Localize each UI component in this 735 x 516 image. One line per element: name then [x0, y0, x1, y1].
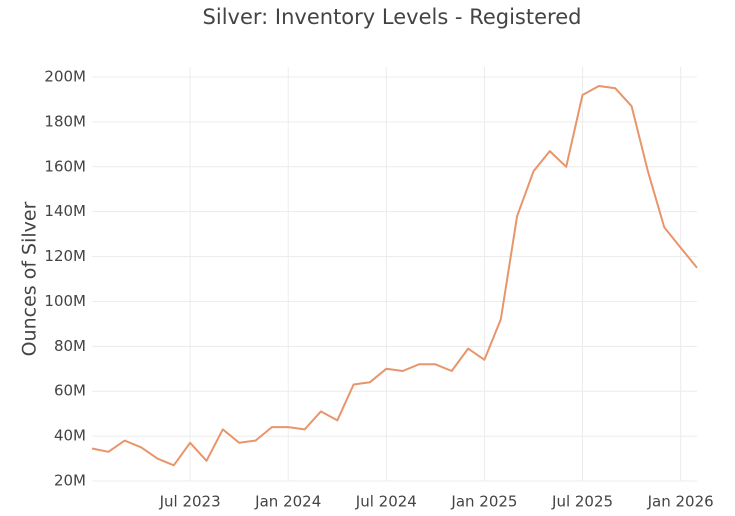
x-tick-label: Jul 2023 — [159, 493, 221, 511]
x-tick-label: Jul 2024 — [355, 493, 417, 511]
x-tick-label: Jan 2026 — [647, 493, 714, 511]
y-tick-label: 20M — [54, 472, 86, 490]
x-tick-label: Jul 2025 — [551, 493, 613, 511]
y-tick-label: 60M — [54, 382, 86, 400]
y-tick-label: 120M — [44, 247, 86, 265]
y-tick-label: 180M — [44, 112, 86, 130]
x-tick-label: Jan 2025 — [450, 493, 517, 511]
chart-title: Silver: Inventory Levels - Registered — [203, 5, 582, 29]
data-line — [91, 85, 698, 467]
grid — [92, 67, 697, 482]
y-axis-title: Ounces of Silver — [19, 201, 41, 356]
y-tick-label: 140M — [44, 202, 86, 220]
y-tick-label: 100M — [44, 292, 86, 310]
y-tick-label: 200M — [44, 68, 86, 86]
y-tick-label: 40M — [54, 427, 86, 445]
x-tick-label: Jan 2024 — [254, 493, 321, 511]
y-tick-label: 160M — [44, 157, 86, 175]
y-tick-label: 80M — [54, 337, 86, 355]
